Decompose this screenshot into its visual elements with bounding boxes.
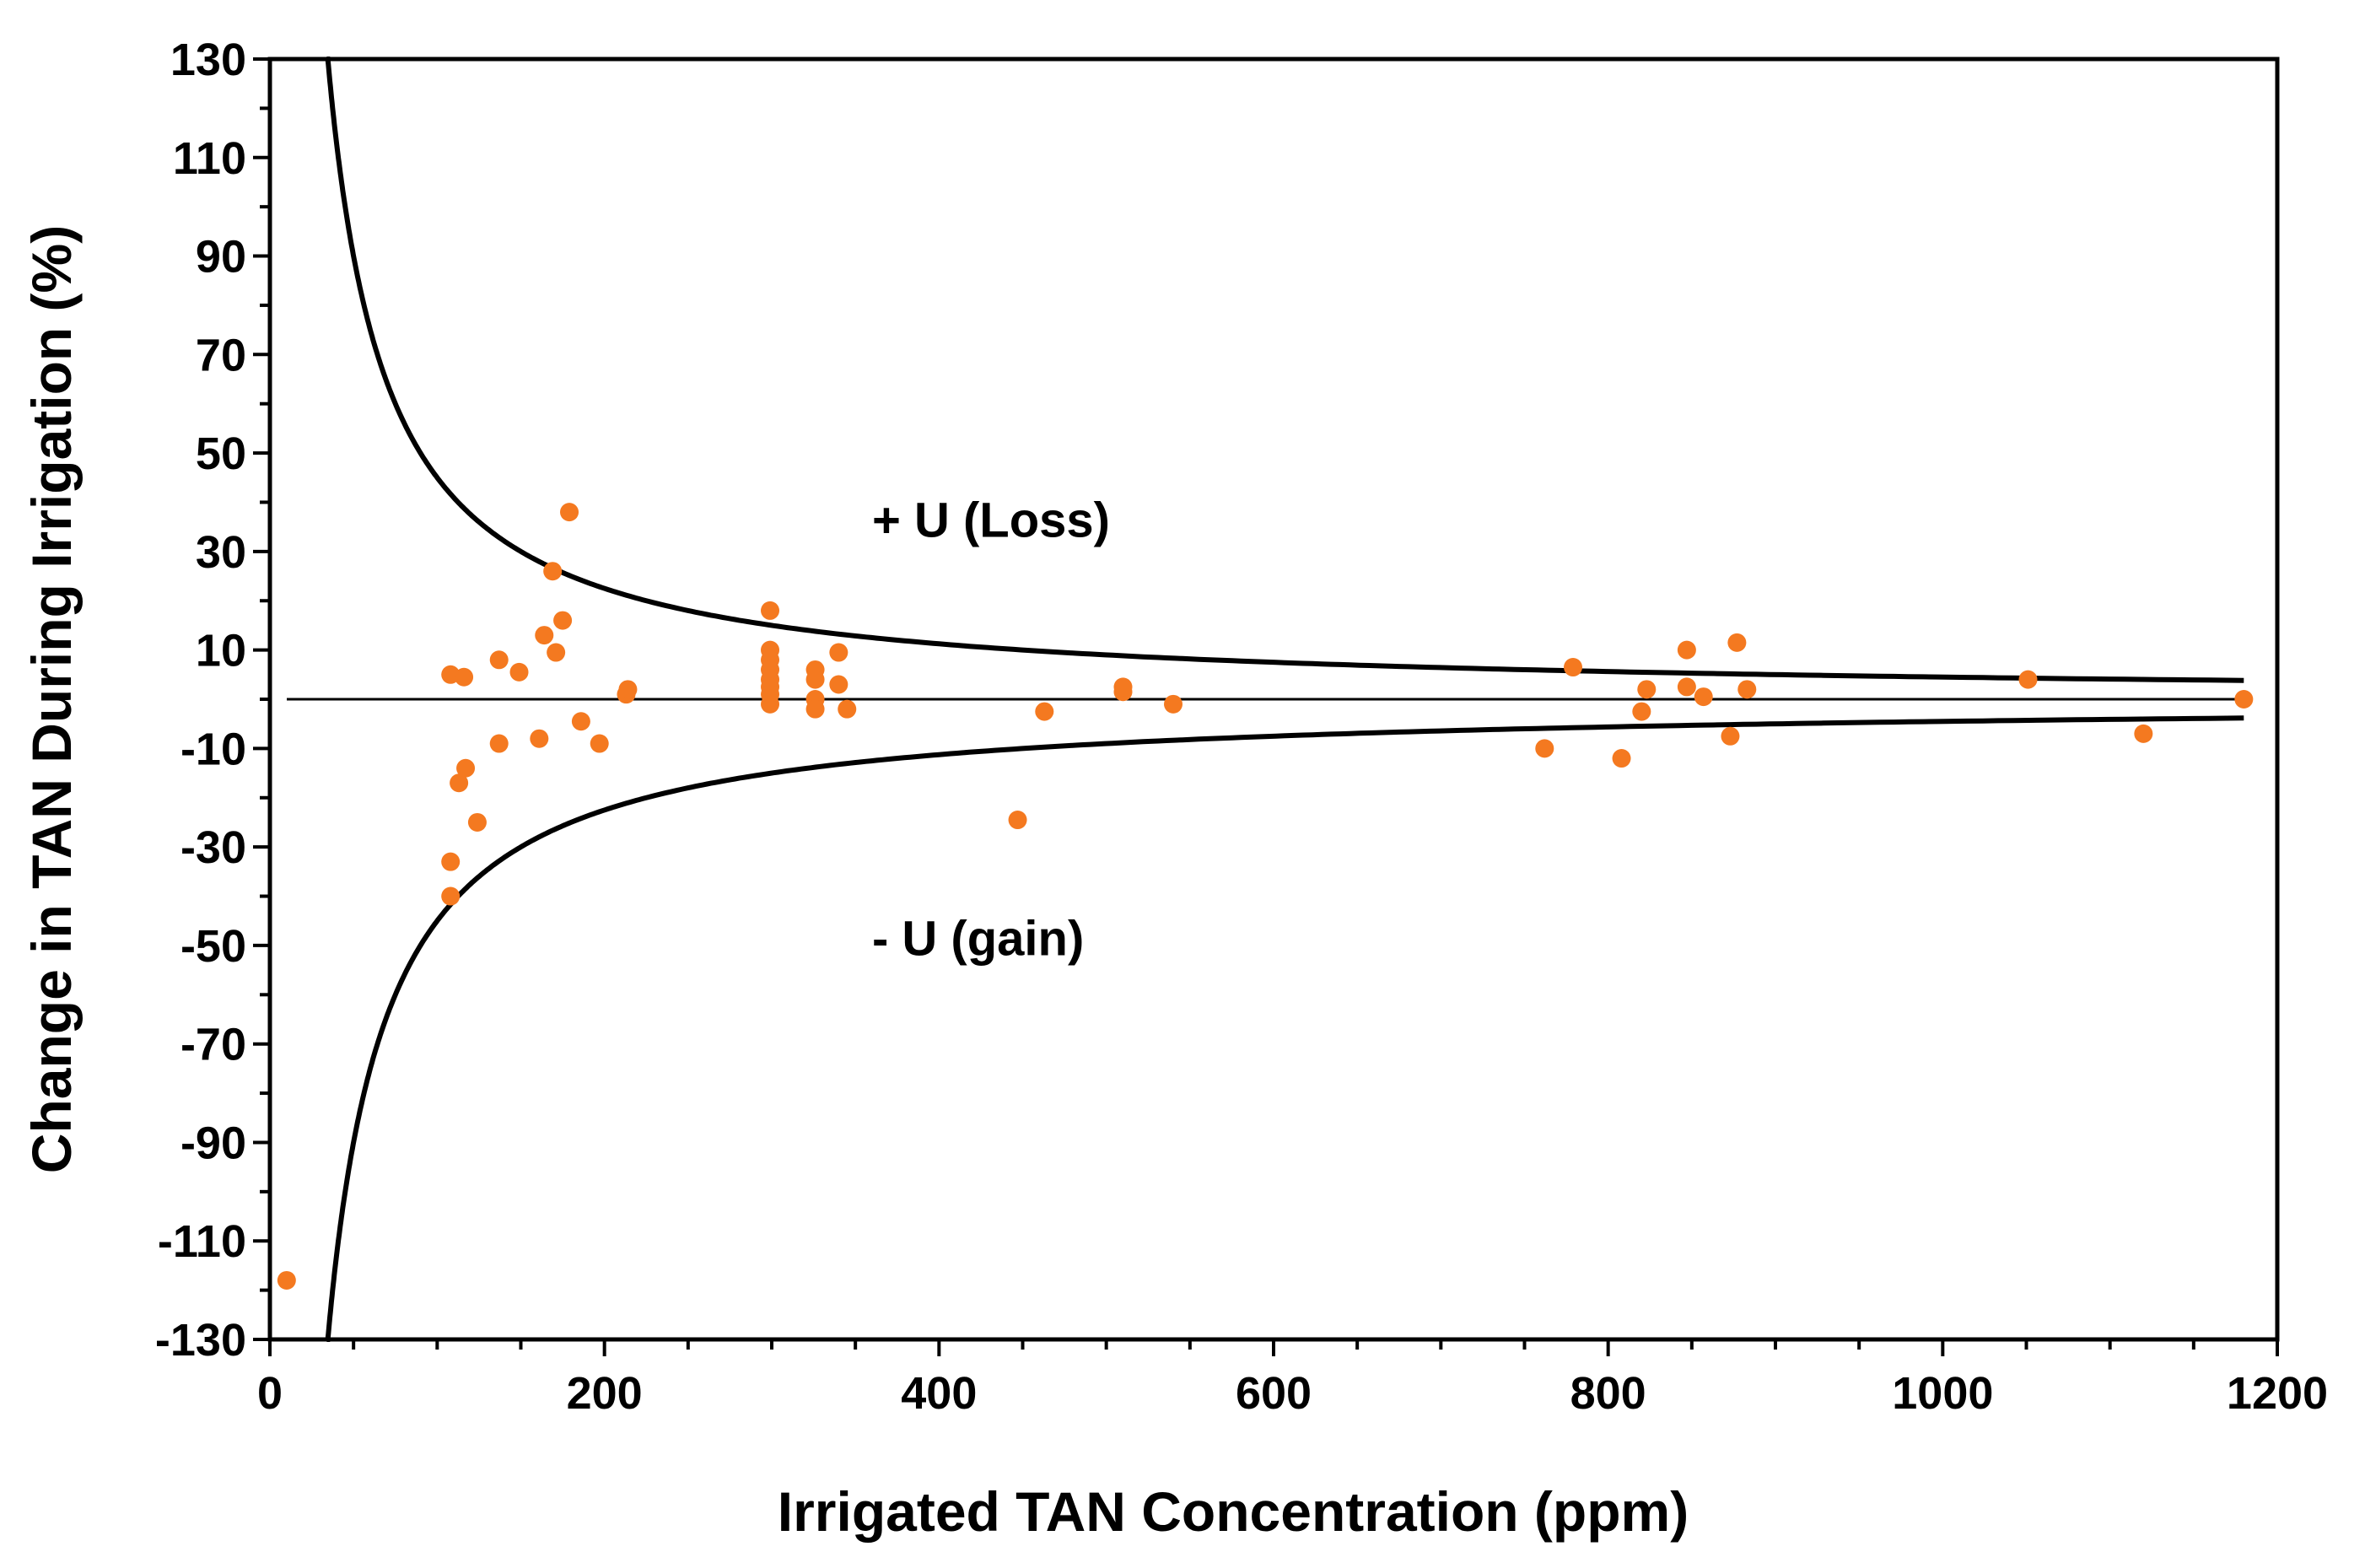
x-tick-label: 600 (1236, 1368, 1312, 1419)
data-point (467, 812, 487, 832)
data-point (805, 670, 825, 689)
x-tick-label: 1000 (1892, 1368, 1993, 1419)
data-point (560, 503, 579, 522)
x-tick-label: 400 (901, 1368, 977, 1419)
x-tick-label: 200 (567, 1368, 643, 1419)
data-point (543, 562, 563, 581)
data-point (805, 699, 825, 719)
data-point (1164, 694, 1182, 714)
data-point (1113, 677, 1133, 697)
data-point (2234, 690, 2254, 709)
data-point (590, 734, 609, 753)
x-tick-label: 1200 (2227, 1368, 2328, 1419)
y-tick-label: -110 (158, 1216, 246, 1267)
data-point (530, 729, 549, 748)
y-tick-label: 110 (173, 133, 246, 184)
data-point (1535, 739, 1554, 758)
y-tick-label: 50 (196, 428, 246, 479)
y-tick-label: 10 (196, 626, 246, 676)
data-point (277, 1270, 296, 1290)
data-point (450, 773, 469, 793)
data-point (509, 662, 529, 682)
data-point (1727, 633, 1747, 652)
data-point (489, 650, 509, 670)
annotation-loss: + U (Loss) (872, 493, 1110, 547)
data-point (456, 758, 476, 778)
data-point (553, 611, 573, 630)
data-point (1564, 658, 1583, 677)
data-point (1035, 702, 1054, 721)
y-tick-label: -90 (180, 1118, 246, 1168)
data-point (2134, 724, 2153, 743)
annotation-gain: - U (gain) (872, 912, 1084, 967)
data-point (761, 601, 780, 620)
data-points (277, 503, 2254, 1290)
data-point (441, 886, 461, 906)
y-tick-label: 70 (196, 330, 246, 380)
data-point (455, 667, 474, 687)
x-tick-label: 0 (257, 1368, 283, 1419)
data-point (1721, 726, 1740, 746)
y-axis-title: Change in TAN During Irrigation (%) (20, 225, 83, 1173)
x-axis-title: Irrigated TAN Concentration (ppm) (778, 1480, 1689, 1543)
data-point (571, 712, 590, 731)
data-point (535, 626, 554, 645)
data-point (1694, 687, 1713, 707)
x-axis-ticks: 0 200 400 600 800 1000 1200 (257, 1339, 2328, 1419)
data-point (829, 643, 848, 662)
y-tick-label: 30 (196, 527, 246, 578)
data-point (1677, 677, 1696, 697)
data-point (441, 852, 461, 871)
y-tick-label: -50 (180, 921, 246, 972)
data-point (1637, 680, 1657, 699)
data-point (489, 734, 509, 753)
data-point (761, 694, 780, 714)
data-point (1632, 702, 1651, 721)
y-axis-ticks: 130 110 90 70 50 30 10 -10 -30 -50 -70 -90 -110 -130 (155, 35, 270, 1366)
y-tick-label: -70 (180, 1020, 246, 1070)
y-tick-label: -10 (180, 724, 246, 774)
data-point (1677, 640, 1696, 660)
upper-uncertainty-curve (325, 57, 2244, 683)
data-point (829, 675, 848, 694)
data-point (547, 643, 566, 662)
data-point (2018, 670, 2038, 689)
lower-uncertainty-curve (325, 715, 2244, 1342)
y-tick-label: -130 (155, 1315, 246, 1366)
data-point (838, 699, 857, 719)
data-point (618, 680, 638, 699)
x-tick-label: 800 (1570, 1368, 1646, 1419)
data-point (1737, 680, 1757, 699)
data-point (1008, 811, 1027, 830)
y-tick-label: 90 (196, 232, 246, 283)
y-tick-label: -30 (180, 822, 246, 873)
y-tick-label: 130 (170, 35, 246, 85)
data-point (1612, 749, 1631, 768)
